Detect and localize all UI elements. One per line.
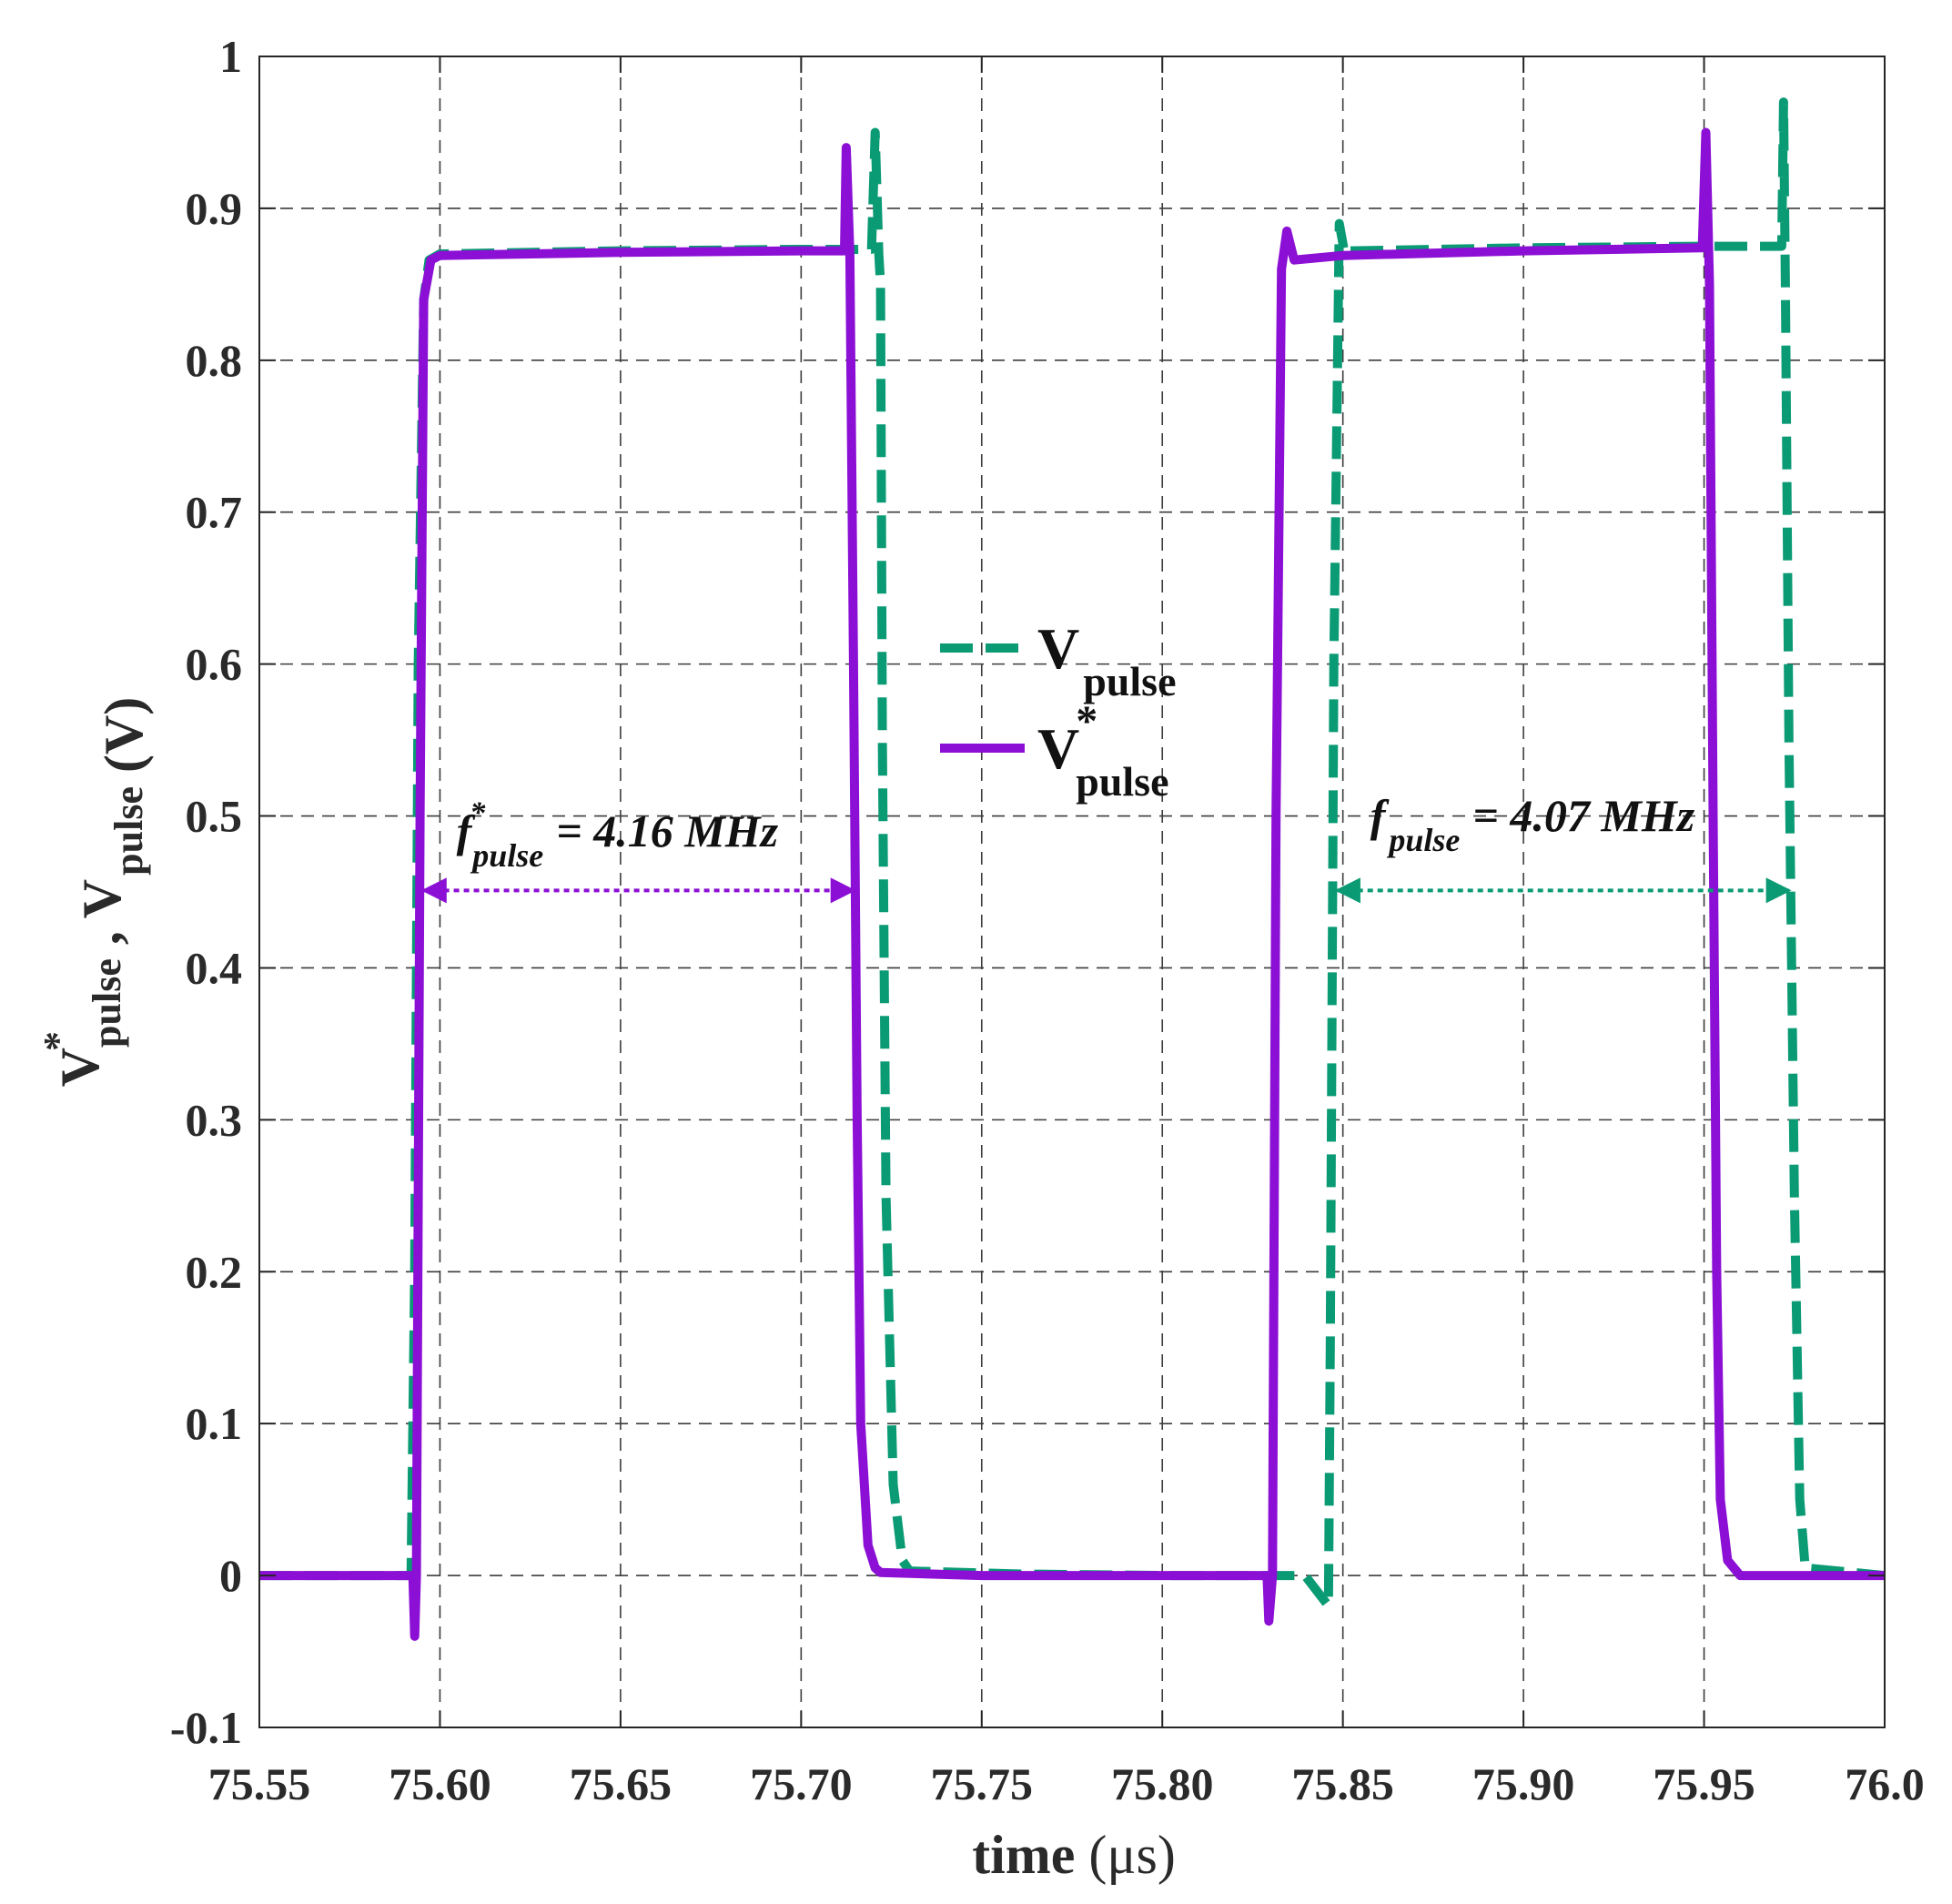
x-tick-label: 75.60	[389, 1758, 491, 1809]
legend-superscript: *	[1076, 697, 1097, 745]
annotation-value: = 4.16 MHz	[556, 805, 778, 856]
legend-entry: Vpulse	[1037, 616, 1176, 704]
annotation-layer: f* pulse = 4.16 MHz f pulse = 4.07 MHz	[420, 790, 1792, 904]
y-tick-label: 0.7	[186, 487, 243, 538]
annotation-value: = 4.07 MHz	[1472, 790, 1694, 841]
y-tick-label: 0.4	[186, 942, 243, 993]
y-axis-title-separator: ,	[72, 918, 132, 958]
legend-subscript: pulse	[1083, 658, 1176, 704]
y-tick-label: 0.1	[186, 1398, 243, 1449]
axis-titles: time (μs)V* pulse , Vpulse (V)	[35, 697, 1176, 1885]
y-axis-title: V* pulse , Vpulse (V)	[35, 697, 154, 1088]
y-tick-label: 0.8	[186, 335, 243, 386]
x-tick-label: 75.55	[208, 1758, 311, 1809]
x-tick-label: 75.95	[1653, 1758, 1755, 1809]
annotation-superscript: *	[470, 796, 486, 830]
y-axis-title-subscript: pulse	[106, 786, 151, 876]
y-tick-label: 1	[219, 31, 242, 82]
x-tick-label: 75.65	[570, 1758, 673, 1809]
legend-symbol: V	[1037, 716, 1079, 781]
y-tick-label: 0.5	[186, 791, 243, 842]
y-tick-label: 0.2	[186, 1246, 243, 1297]
x-axis-title: time (μs)	[972, 1825, 1176, 1885]
y-tick-label: 0.3	[186, 1094, 243, 1145]
y-tick-label: -0.1	[170, 1702, 242, 1753]
legend-entry: V* pulse	[1037, 697, 1168, 805]
y-axis-title-symbol: V	[50, 1048, 110, 1087]
y-axis-title-symbol: V	[72, 879, 132, 918]
y-tick-label: 0.9	[186, 183, 243, 234]
annotation-label: f pulse = 4.07 MHz	[1370, 790, 1695, 858]
plot-frame	[258, 56, 1886, 1728]
y-axis-title-unit: (V)	[94, 697, 154, 786]
annotation-symbol: f	[457, 805, 476, 856]
legend-subscript: pulse	[1076, 758, 1168, 805]
x-tick-label: 75.75	[931, 1758, 1034, 1809]
y-tick-label: 0	[219, 1550, 242, 1601]
x-tick-label: 75.85	[1291, 1758, 1394, 1809]
x-tick-label: 75.70	[750, 1758, 853, 1809]
x-tick-label: 75.80	[1111, 1758, 1214, 1809]
legend-symbol: V	[1037, 616, 1079, 681]
grid	[259, 56, 1885, 1727]
x-axis-title-unit: (μs)	[1075, 1825, 1175, 1885]
annotation-subscript: pulse	[1386, 822, 1460, 858]
x-axis-title-text: time	[972, 1825, 1075, 1885]
x-tick-label: 76.0	[1845, 1758, 1925, 1809]
series-layer	[259, 97, 1886, 1641]
ticks: 75.55 75.60 75.65 75.70 75.75 75.80 75.85 75.90…	[170, 31, 1925, 1809]
series-line-v-star-pulse	[259, 127, 1885, 1641]
annotation-label: f* pulse = 4.16 MHz	[457, 796, 779, 874]
y-axis-title-subscript: pulse	[85, 958, 129, 1048]
annotation-symbol: f	[1370, 790, 1390, 841]
annotation-subscript: pulse	[470, 837, 543, 874]
y-axis-title-superscript: *	[35, 1031, 80, 1051]
x-tick-label: 75.90	[1472, 1758, 1575, 1809]
y-tick-label: 0.6	[186, 639, 243, 690]
